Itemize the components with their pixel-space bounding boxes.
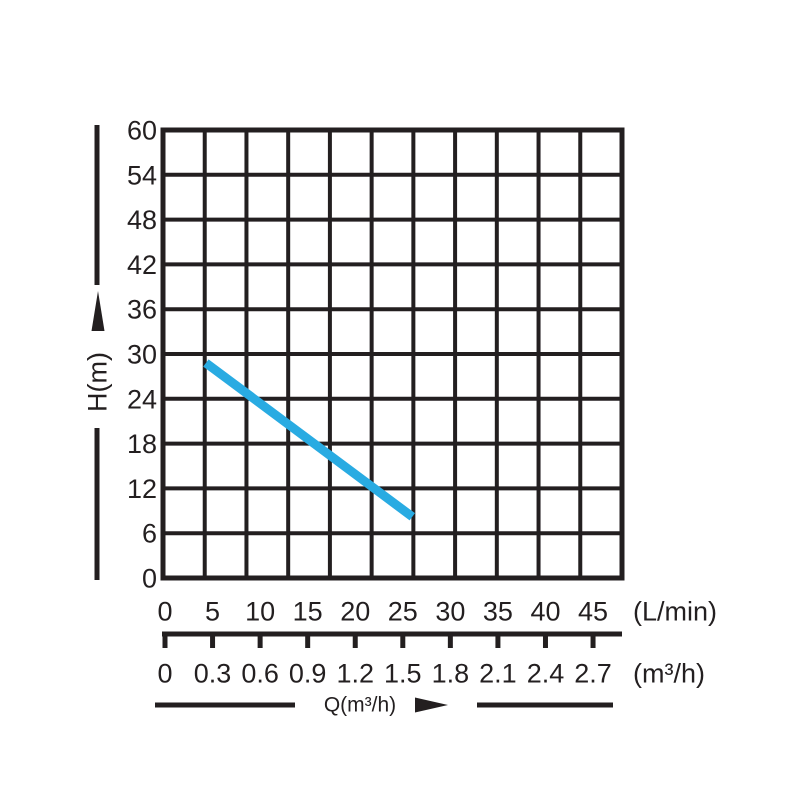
x-tick-label-m3h: 0.9 [289,658,327,688]
x-tick-label-lmin: 25 [388,596,418,626]
x-tick-label-m3h: 2.4 [527,658,565,688]
x-tick-label-lmin: 40 [530,596,560,626]
x-axis-ruler [162,631,622,648]
x-tick-label-lmin: 10 [245,596,275,626]
y-axis-title: H(m) [82,352,112,412]
y-tick-label: 42 [127,250,157,280]
x-tick-label-m3h: 0 [157,658,172,688]
x-tick-label-lmin: 30 [435,596,465,626]
y-tick-label: 24 [127,384,157,414]
x-unit-lmin-label: (L/min) [633,596,717,626]
y-tick-label: 54 [127,160,157,190]
x-tick-label-m3h: 2.7 [574,658,612,688]
x-tick-label-m3h: 1.2 [336,658,374,688]
x-tick-label-lmin: 45 [578,596,608,626]
x-tick-label-lmin: 15 [293,596,323,626]
grid-border [160,127,625,581]
x-tick-label-lmin: 35 [483,596,513,626]
x-tick-label-m3h: 0.3 [194,658,232,688]
x-axis-lmin-labels: 0 5 10 15 20 25 30 35 40 45 [157,596,608,626]
y-tick-label: 12 [127,474,157,504]
right-arrow-icon [415,697,448,713]
x-axis-title: Q(m³/h) [324,693,396,716]
head-flow-curve-line [203,359,416,521]
x-tick-label-m3h: 2.1 [479,658,517,688]
x-tick-label-lmin: 0 [157,596,172,626]
y-tick-label: 60 [127,115,157,145]
y-tick-label: 48 [127,205,157,235]
x-tick-label-m3h: 0.6 [241,658,279,688]
x-tick-label-m3h: 1.8 [432,658,470,688]
performance-curve [203,359,416,521]
chart-grid [160,127,625,581]
x-tick-label-lmin: 20 [340,596,370,626]
y-tick-label: 0 [142,563,157,593]
x-unit-m3h-label: (m³/h) [633,658,705,688]
up-arrow-icon [91,291,105,331]
y-tick-label: 18 [127,429,157,459]
x-tick-label-m3h: 1.5 [384,658,422,688]
y-tick-label: 30 [127,339,157,369]
y-tick-label: 36 [127,295,157,325]
x-axis-m3h-labels: 0 0.3 0.6 0.9 1.2 1.5 1.8 2.1 2.4 2.7 [157,658,611,688]
y-tick-label: 6 [142,519,157,549]
x-tick-label-lmin: 5 [205,596,220,626]
